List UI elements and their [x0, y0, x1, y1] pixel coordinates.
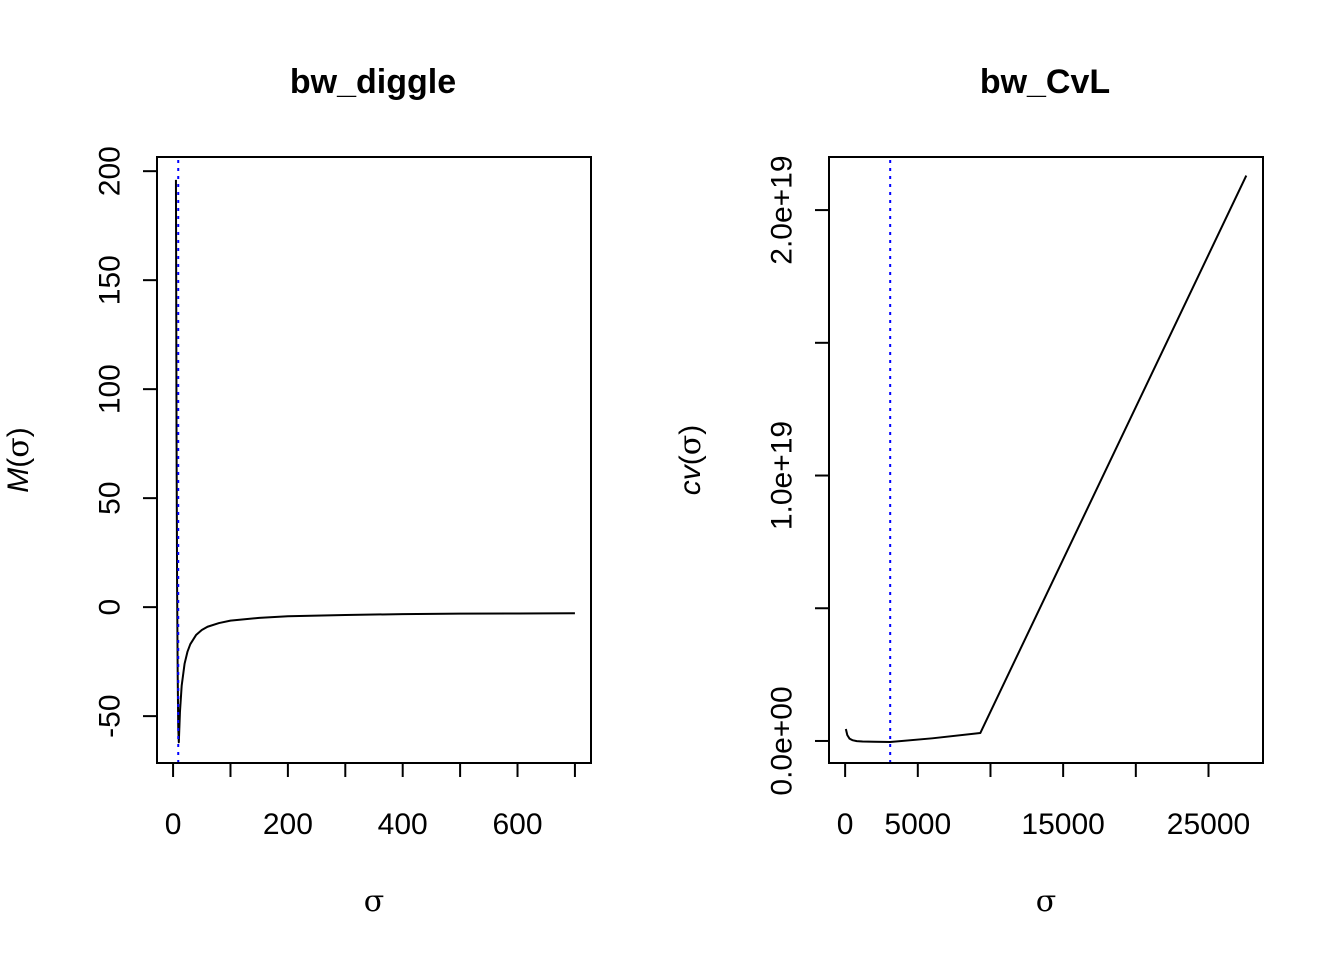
x-axis: 0 5000 15000 25000	[837, 762, 1250, 841]
y-axis-label-fn: M	[2, 468, 35, 493]
y-axis-label: M(σ)	[1, 427, 36, 492]
y-axis: 0.0e+00 1.0e+19 2.0e+19	[766, 155, 830, 796]
x-axis-label: σ	[364, 884, 384, 919]
plot-frame	[828, 156, 1264, 764]
y-tick-label: 100	[94, 364, 127, 414]
chart-panel-bw-cvl: bw_CvL 0 5000 15000 25000 0.0e+00 1.0e+19 2.0…	[673, 63, 1264, 919]
chart-title: bw_CvL	[980, 63, 1110, 101]
y-axis-label-arg: σ	[1, 437, 36, 457]
y-axis-label-open: (	[2, 458, 35, 468]
series-line	[844, 175, 1248, 744]
x-tick-label: 400	[378, 808, 428, 841]
y-tick-label: 0	[94, 599, 127, 616]
x-tick-label: 600	[492, 808, 542, 841]
x-axis: 0 200 400 600	[165, 762, 576, 841]
y-tick-label: 0.0e+00	[766, 686, 799, 795]
y-axis-label-close: )	[2, 427, 35, 437]
y-axis-label: cv(σ)	[673, 425, 708, 495]
y-tick-label: -50	[94, 694, 127, 737]
x-tick-label: 25000	[1167, 808, 1250, 841]
y-axis-label-open: (	[674, 455, 707, 465]
x-tick-label: 5000	[884, 808, 951, 841]
y-axis: -50 0 50 100 150 200	[94, 146, 158, 738]
y-tick-label: 50	[94, 481, 127, 514]
y-tick-label: 2.0e+19	[766, 155, 799, 264]
series-line	[174, 179, 575, 744]
x-tick-label: 200	[263, 808, 313, 841]
y-tick-label: 150	[94, 255, 127, 305]
chart-title: bw_diggle	[290, 63, 456, 101]
y-axis-label-fn: cv	[674, 463, 707, 495]
plot-area	[844, 160, 1248, 762]
y-tick-label: 1.0e+19	[766, 421, 799, 530]
y-axis-label-close: )	[674, 425, 707, 435]
y-tick-label: 200	[94, 146, 127, 196]
chart-panel-bw-diggle: bw_diggle 0 200 400 600 -50 0 50 100 150 200 σ M…	[1, 63, 592, 919]
plot-area	[174, 160, 575, 762]
y-axis-label-arg: σ	[673, 435, 708, 455]
x-axis-label: σ	[1036, 884, 1056, 919]
plot-frame	[156, 156, 592, 764]
x-tick-label: 15000	[1021, 808, 1104, 841]
x-tick-label: 0	[165, 808, 182, 841]
x-tick-label: 0	[837, 808, 854, 841]
